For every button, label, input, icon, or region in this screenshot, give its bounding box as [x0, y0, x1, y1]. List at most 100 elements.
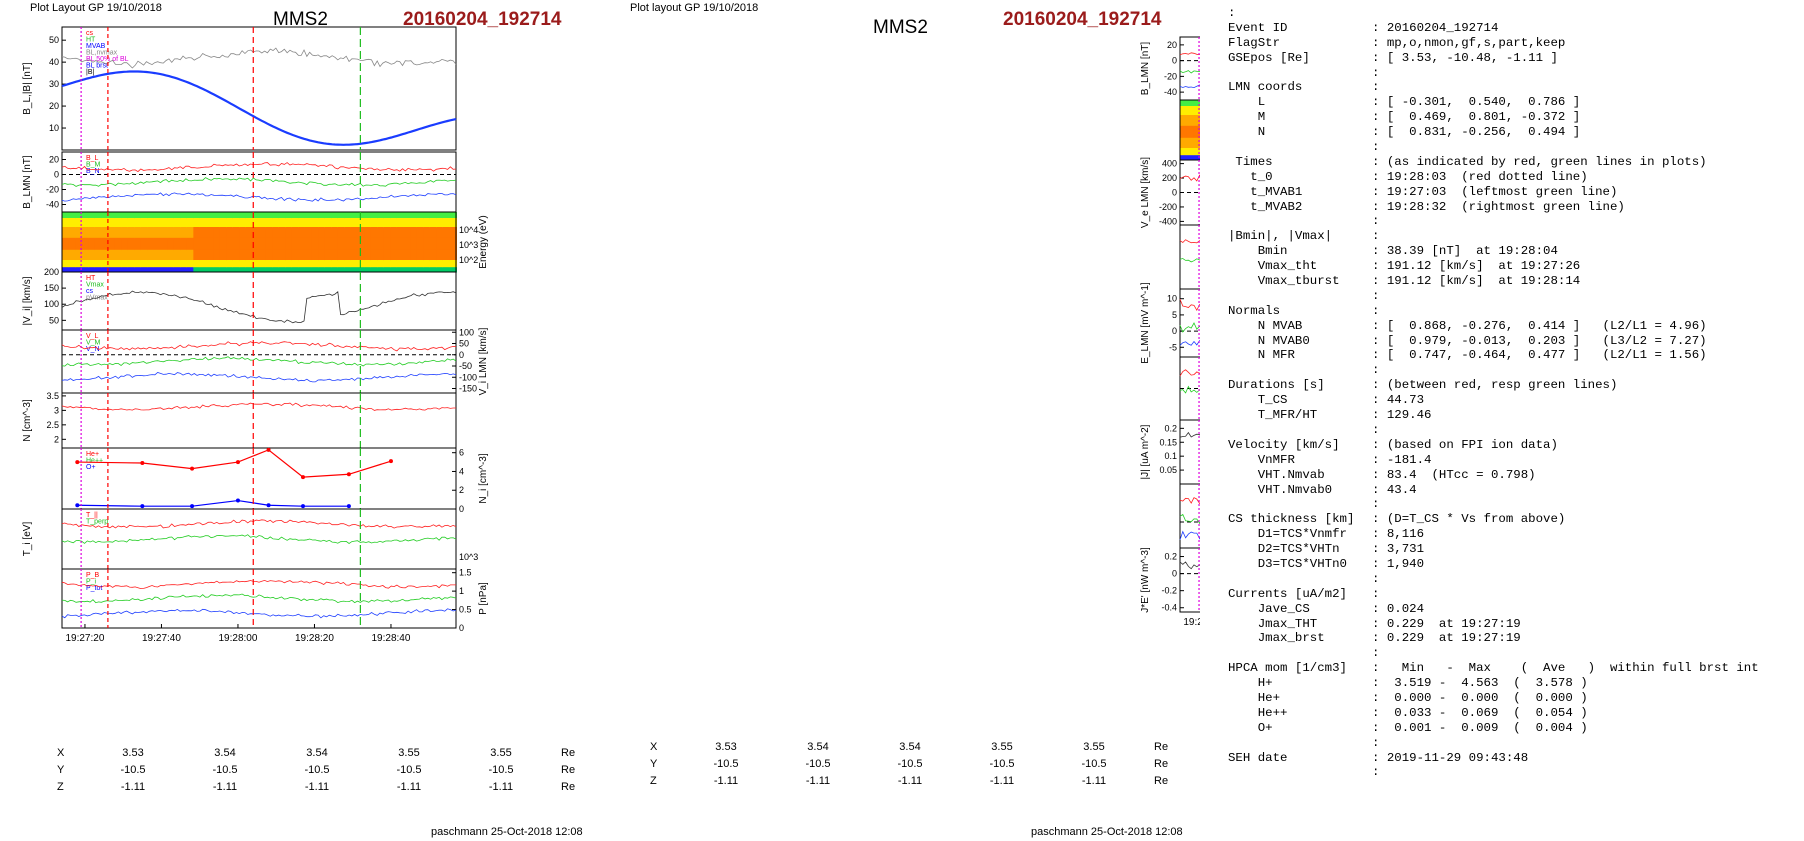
heatmap-cell	[442, 227, 451, 239]
heatmap-cell	[265, 227, 274, 239]
heatmap-cell	[390, 218, 398, 228]
heatmap-cell	[206, 227, 215, 239]
y-tick-label: 10^4	[459, 225, 478, 235]
heatmap-cell	[1193, 125, 1200, 139]
panel-frame	[61, 568, 457, 629]
heatmap-cell	[127, 249, 136, 261]
coord-value: -1.11	[488, 780, 514, 793]
heatmap-cell	[101, 218, 109, 228]
heatmap-cell	[101, 237, 109, 251]
heatmap-cell	[318, 227, 326, 239]
y-tick-label: 0	[1172, 188, 1177, 198]
x-tick-label: 19:27:20	[65, 633, 104, 644]
y-tick-label: -20	[1164, 71, 1177, 81]
heatmap-cell	[127, 212, 136, 219]
coord-value: -1.11	[304, 780, 330, 793]
summary-key	[1228, 140, 1372, 155]
left-spacecraft-title: MMS2	[273, 9, 328, 30]
panel-frame	[61, 392, 457, 449]
series-line	[61, 341, 457, 352]
y-tick-label: 0	[1172, 326, 1177, 336]
heatmap-cell	[449, 237, 457, 251]
heatmap-cell	[344, 267, 352, 273]
heatmap-cell	[331, 237, 339, 251]
heatmap-cell	[278, 249, 287, 261]
heatmap-cell	[62, 267, 70, 273]
summary-value: :	[1372, 80, 1380, 95]
heatmap-cell	[272, 227, 280, 239]
heatmap-cell	[423, 218, 431, 228]
heatmap-cell	[1186, 148, 1195, 156]
heatmap-cell	[350, 218, 359, 228]
heatmap-cell	[173, 260, 182, 268]
coord-value: 3.55	[398, 746, 420, 759]
heatmap-cell	[81, 260, 90, 268]
summary-row: HPCA mom [1/cm3]: Min - Max ( Ave ) with…	[1228, 661, 1798, 676]
heatmap-cell	[94, 227, 103, 239]
heatmap-cell	[167, 237, 175, 251]
summary-value: : 0.033 - 0.069 ( 0.054 )	[1372, 705, 1588, 720]
heatmap-cell	[62, 237, 70, 251]
coord-value: 3.54	[807, 740, 829, 753]
heatmap-cell	[1180, 155, 1188, 161]
summary-key: He++	[1228, 705, 1288, 720]
data-point	[235, 498, 240, 503]
heatmap-cell	[239, 237, 247, 251]
heatmap-cell	[436, 249, 444, 261]
heatmap-cell	[390, 260, 398, 268]
y-tick-label: 0	[459, 350, 464, 360]
heatmap-cell	[324, 227, 333, 239]
heatmap-cell	[186, 249, 195, 261]
coord-value: -10.5	[805, 757, 831, 770]
summary-value: : 1,940	[1372, 556, 1425, 571]
left-coord-row-z: Z -1.11 -1.11 -1.11 -1.11 -1.11 Re	[57, 778, 575, 795]
panel-frame	[61, 447, 457, 510]
right-coord-row-z: Z -1.11 -1.11 -1.11 -1.11 -1.11 Re	[650, 772, 1168, 789]
heatmap-cell	[429, 212, 438, 219]
heatmap-cell	[278, 218, 287, 228]
heatmap-cell	[75, 212, 83, 219]
y-tick-label: 0.05	[1159, 465, 1177, 475]
heatmap-cell	[291, 260, 300, 268]
summary-value: : Min - Max ( Ave ) within full brst int	[1372, 661, 1759, 676]
heatmap-cell	[390, 212, 398, 219]
data-point	[190, 504, 195, 509]
heatmap-cell	[304, 227, 313, 239]
panel-frame	[61, 271, 457, 331]
summary-key	[1228, 765, 1372, 780]
heatmap-cell	[173, 267, 182, 273]
heatmap-cell	[442, 249, 451, 261]
coord-unit: Re	[561, 746, 576, 759]
heatmap-cell	[304, 249, 313, 261]
heatmap-cell	[298, 249, 306, 261]
coord-label: Z	[57, 780, 64, 793]
heatmap-cell	[396, 237, 405, 251]
y-axis-label: N [cm^-3]	[22, 399, 33, 442]
heatmap-cell	[68, 218, 77, 228]
y-tick-label: 3	[54, 405, 59, 415]
summary-value: : 0.024	[1372, 601, 1425, 616]
heatmap-cell	[416, 249, 425, 261]
heatmap-cell	[403, 218, 412, 228]
heatmap-cell	[62, 212, 70, 219]
summary-row: Event ID: 20160204_192714	[1228, 21, 1798, 36]
y-tick-label: -0.2	[1161, 586, 1177, 596]
summary-value: :	[1372, 765, 1380, 780]
summary-row: N MVAB0: [ 0.979, -0.013, 0.203 ] (L3/L2…	[1228, 334, 1798, 349]
heatmap-cell	[193, 218, 201, 228]
heatmap-cell	[167, 260, 175, 268]
y-tick-label: 2	[459, 485, 464, 495]
summary-key: VnMFR	[1228, 452, 1295, 467]
heatmap-cell	[311, 260, 320, 268]
legend-entry: B_M	[86, 162, 101, 169]
heatmap-cell	[245, 249, 254, 261]
panel-R9: -0.4-0.200.2J*E' [nW m^-3]J*E'19:27:2019…	[1140, 547, 1200, 628]
heatmap-cell	[1186, 100, 1195, 107]
summary-key: |Bmin|, |Vmax|	[1228, 229, 1333, 244]
heatmap-cell	[121, 227, 129, 239]
heatmap-cell	[121, 260, 129, 268]
legend-entry: B_L	[86, 155, 99, 162]
heatmap-cell	[167, 249, 175, 261]
series-line	[61, 519, 457, 529]
